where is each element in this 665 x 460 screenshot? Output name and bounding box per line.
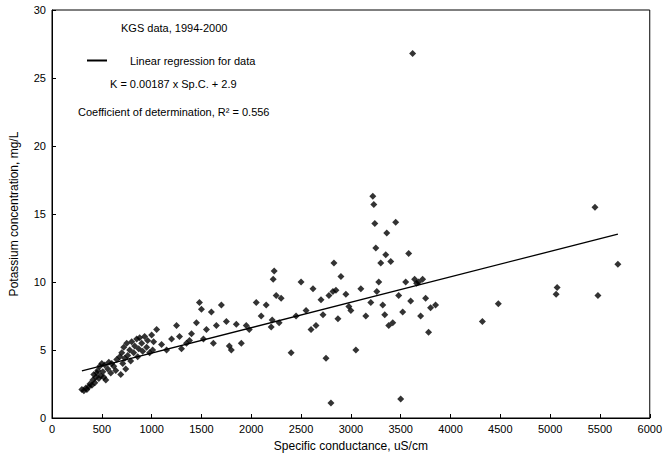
svg-text:1500: 1500: [189, 423, 213, 435]
svg-text:Specific conductance, uS/cm: Specific conductance, uS/cm: [274, 439, 428, 453]
svg-text:6000: 6000: [638, 423, 662, 435]
svg-text:3000: 3000: [339, 423, 363, 435]
svg-text:1000: 1000: [139, 423, 163, 435]
svg-text:5: 5: [40, 344, 46, 356]
svg-text:25: 25: [34, 72, 46, 84]
svg-text:2000: 2000: [239, 423, 263, 435]
svg-text:0: 0: [49, 423, 55, 435]
svg-text:Linear regression for data: Linear regression for data: [130, 55, 256, 67]
svg-text:500: 500: [93, 423, 111, 435]
svg-text:30: 30: [34, 4, 46, 16]
svg-text:5500: 5500: [588, 423, 612, 435]
svg-text:10: 10: [34, 276, 46, 288]
svg-text:2500: 2500: [289, 423, 313, 435]
svg-text:KGS data, 1994-2000: KGS data, 1994-2000: [121, 22, 227, 34]
svg-text:0: 0: [40, 412, 46, 424]
svg-text:Potassium concentration, mg/L: Potassium concentration, mg/L: [7, 131, 21, 296]
svg-text:K = 0.00187 x Sp.C. + 2.9: K = 0.00187 x Sp.C. + 2.9: [110, 78, 237, 90]
svg-text:4500: 4500: [488, 423, 512, 435]
svg-text:15: 15: [34, 208, 46, 220]
svg-text:3500: 3500: [388, 423, 412, 435]
svg-text:Coefficient of determination,: Coefficient of determination, R² = 0.556: [78, 106, 270, 118]
svg-text:20: 20: [34, 140, 46, 152]
svg-text:4000: 4000: [438, 423, 462, 435]
svg-text:5000: 5000: [538, 423, 562, 435]
